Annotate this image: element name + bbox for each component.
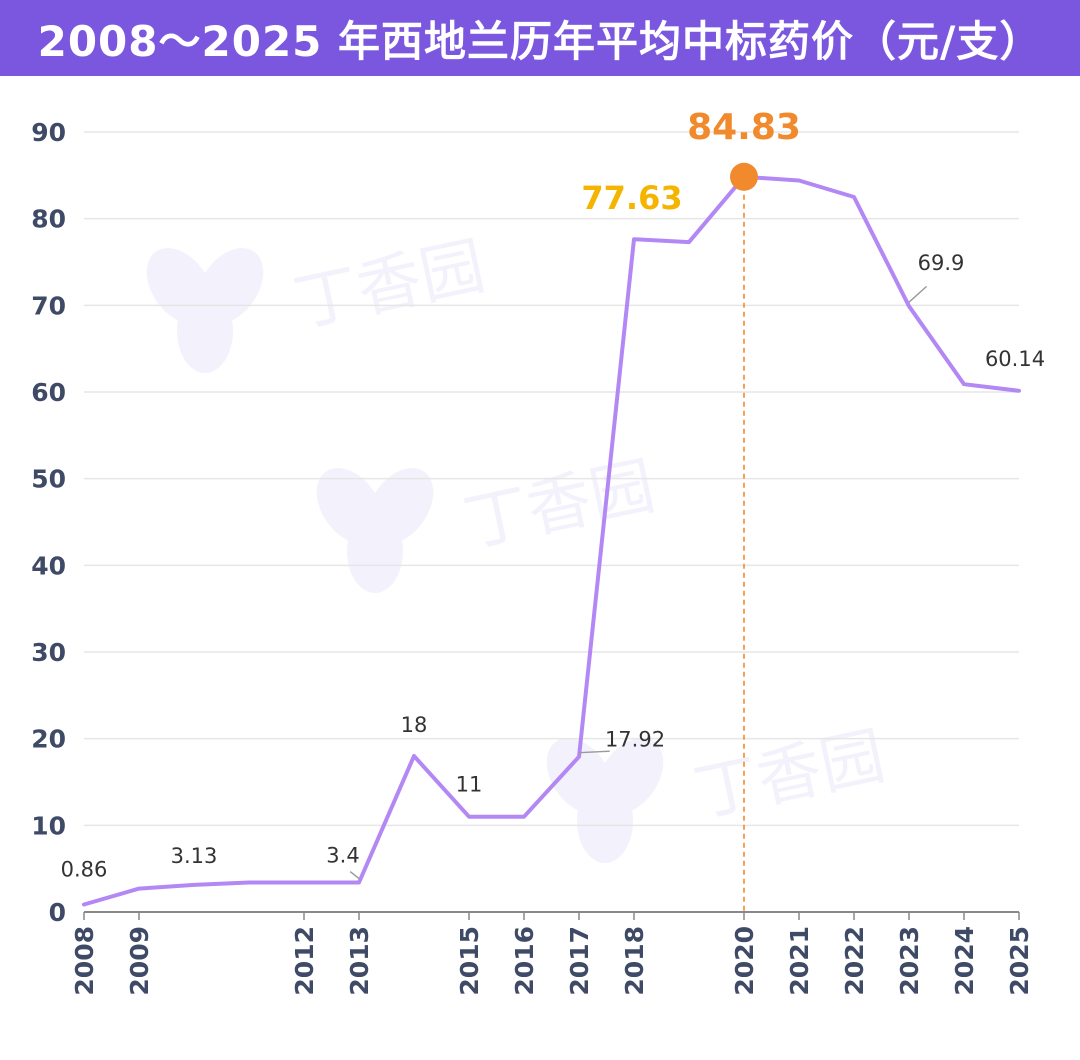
watermark-petal: [347, 509, 403, 593]
label-leader: [578, 750, 610, 754]
x-tick-label: 2013: [345, 926, 374, 996]
y-tick-label: 90: [31, 118, 66, 147]
x-tick-label: 2021: [785, 926, 814, 996]
y-tick-label: 40: [31, 551, 66, 580]
data-label: 0.86: [61, 858, 108, 882]
x-tick-label: 2015: [455, 926, 484, 996]
y-tick-label: 70: [31, 291, 66, 320]
data-label: 77.63: [581, 179, 682, 217]
x-tick-label: 2022: [840, 926, 869, 996]
data-label: 11: [456, 773, 483, 797]
peak-marker: [730, 162, 758, 191]
data-label: 84.83: [687, 107, 801, 148]
watermark-petal: [177, 289, 233, 373]
y-tick-label: 30: [31, 638, 66, 667]
x-tick-label: 2017: [565, 926, 594, 996]
data-label: 17.92: [605, 728, 665, 752]
series-line: [82, 174, 1021, 907]
y-tick-label: 50: [31, 465, 66, 494]
x-tick-label: 2016: [510, 926, 539, 996]
title-bar: 2008～2025 年西地兰历年平均中标药价（元/支）: [0, 0, 1080, 76]
watermark-text: 丁香园: [458, 449, 661, 561]
y-tick-label: 0: [49, 898, 66, 927]
data-label: 18: [401, 713, 428, 737]
watermark-petal: [366, 468, 434, 544]
y-tick-label: 20: [31, 725, 66, 754]
x-tick-label: 2023: [895, 926, 924, 996]
data-label: 3.4: [326, 844, 359, 868]
watermark: 丁香园: [146, 229, 491, 373]
y-tick-label: 10: [31, 811, 66, 840]
x-tick-label: 2024: [950, 926, 979, 996]
watermark-text: 丁香园: [288, 229, 491, 341]
label-leader: [349, 870, 360, 880]
data-label: 60.14: [985, 347, 1045, 371]
x-tick-label: 2008: [70, 926, 99, 996]
watermark-petal: [577, 779, 633, 863]
x-tick-label: 2009: [125, 926, 154, 996]
watermark-text: 丁香园: [688, 719, 891, 831]
x-tick-label: 2025: [1005, 926, 1034, 996]
y-tick-label: 60: [31, 378, 66, 407]
grid-lines: [84, 131, 1019, 827]
page-title: 2008～2025 年西地兰历年平均中标药价（元/支）: [37, 16, 1043, 66]
y-tick-label: 80: [31, 205, 66, 234]
watermark-petal: [546, 738, 614, 814]
x-axis: 2008 2009 2012 2013 2015 2016 2017 2018 2020 2021…: [70, 911, 1034, 996]
x-tick-label: 2012: [290, 926, 319, 996]
data-label: 3.13: [171, 844, 218, 868]
watermark-petal: [596, 738, 664, 814]
y-axis: 0 10 20 30 40 50 60 70 80 90: [31, 118, 66, 927]
watermark-petal: [316, 468, 384, 544]
x-tick-label: 2020: [730, 926, 759, 996]
x-tick-label: 2018: [620, 926, 649, 996]
data-label: 69.9: [918, 251, 965, 275]
watermark: 丁香园: [546, 719, 891, 863]
label-leader: [908, 285, 928, 303]
